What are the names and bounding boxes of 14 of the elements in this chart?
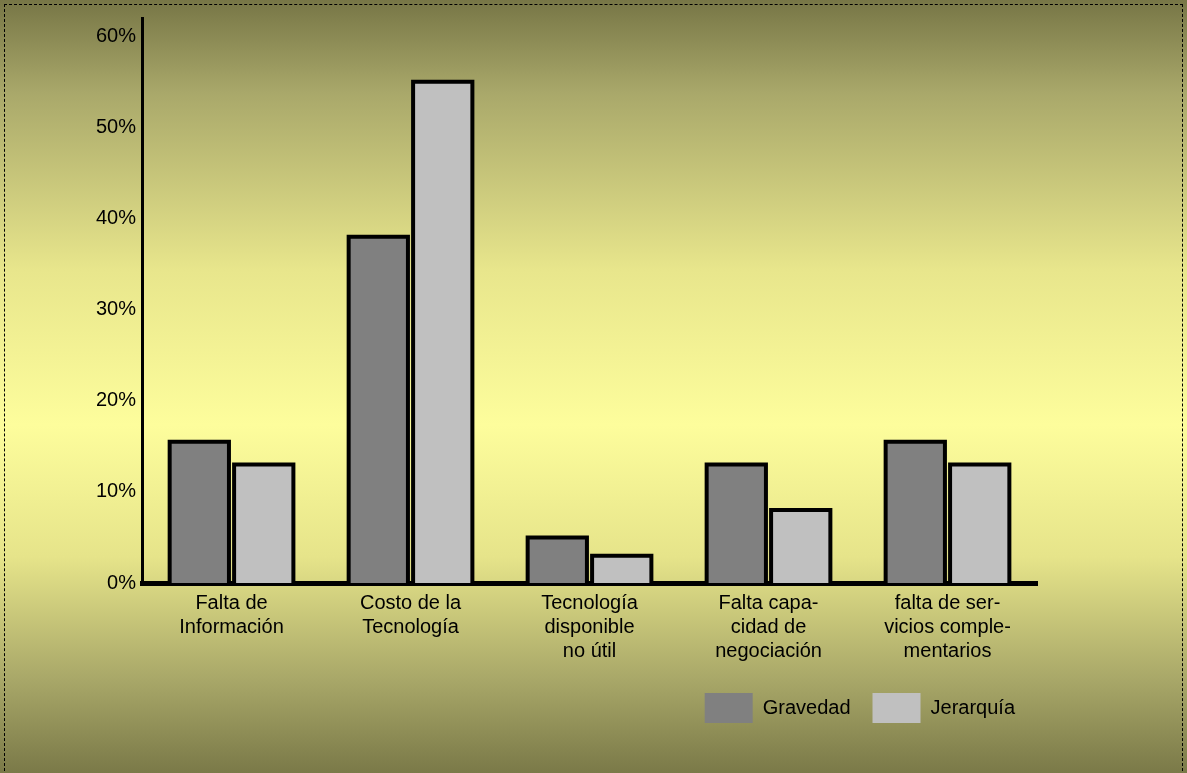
y-tick-label: 40% — [96, 206, 137, 228]
y-tick-label: 20% — [96, 388, 137, 411]
x-tick-label: Costo de la Tecnología — [359, 590, 462, 637]
x-tick-label: Falta de Información — [179, 590, 284, 637]
x-tick-label: Falta capa- cidad de negociación — [715, 590, 822, 661]
y-tick-label: 30% — [96, 297, 137, 320]
x-tick-label: falta de ser- vicios comple- mentarios — [884, 590, 1011, 661]
y-tick-label: 10% — [96, 479, 137, 502]
legend-label: Gravedad — [762, 695, 851, 718]
x-tick-label: Tecnología disponible no útil — [541, 590, 639, 661]
y-tick-label: 0% — [107, 570, 137, 593]
legend-label: Jerarquía — [930, 695, 1016, 718]
y-tick-label: 60% — [96, 23, 137, 46]
y-tick-label: 50% — [96, 114, 137, 137]
